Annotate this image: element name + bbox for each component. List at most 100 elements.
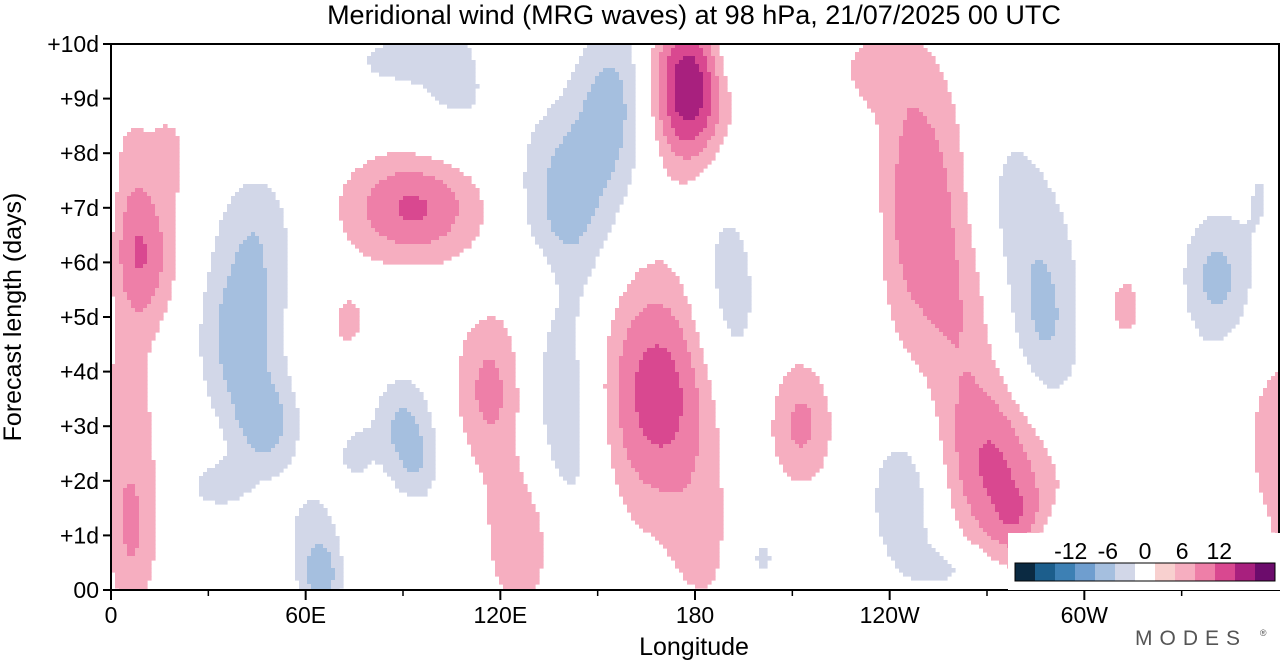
contour-cell <box>459 204 484 209</box>
contour-cell <box>611 464 632 469</box>
contour-cell <box>343 188 372 193</box>
contour-cell <box>119 240 136 245</box>
contour-cell <box>555 232 584 237</box>
contour-cell <box>135 244 148 249</box>
contour-cell <box>891 316 928 321</box>
contour-cell <box>715 252 748 257</box>
contour-cell <box>255 448 272 453</box>
contour-cell <box>635 468 696 473</box>
contour-cell <box>115 580 148 585</box>
contour-cell <box>1035 320 1056 325</box>
contour-cell <box>587 44 632 49</box>
contour-cell <box>895 180 948 185</box>
contour-cell <box>547 168 616 173</box>
contour-cell <box>959 340 988 345</box>
contour-cell <box>663 44 676 49</box>
contour-cell <box>903 276 960 281</box>
contour-cell <box>111 396 148 401</box>
contour-cell <box>203 300 224 305</box>
contour-cell <box>979 468 1012 473</box>
contour-cell <box>1019 436 1040 441</box>
contour-cell <box>1003 228 1068 233</box>
contour-cell <box>703 128 716 133</box>
contour-cell <box>555 272 592 277</box>
contour-cell <box>219 332 268 337</box>
contour-cell <box>219 360 268 365</box>
contour-cell <box>231 264 264 269</box>
contour-cell <box>399 408 408 413</box>
contour-cell <box>1051 280 1076 285</box>
contour-cell <box>471 452 516 457</box>
contour-cell <box>639 524 724 529</box>
contour-cell <box>691 472 720 477</box>
contour-cell <box>339 332 356 337</box>
contour-cell <box>1007 276 1032 281</box>
contour-cell <box>907 348 992 353</box>
contour-cell <box>475 392 504 397</box>
contour-cell <box>1023 512 1036 517</box>
contour-cell <box>663 128 676 133</box>
contour-cell <box>123 524 140 529</box>
contour-cell <box>703 72 712 77</box>
contour-cell <box>607 404 620 409</box>
contour-cell <box>463 344 512 349</box>
contour-cell <box>915 360 996 365</box>
contour-cell <box>791 476 812 481</box>
contour-cell <box>883 536 928 541</box>
contour-cell <box>111 384 148 389</box>
contour-cell <box>703 80 712 85</box>
contour-cell <box>667 68 676 73</box>
contour-cell <box>1115 300 1136 305</box>
contour-cell <box>887 300 916 305</box>
contour-cell <box>687 340 700 345</box>
colorbar-swatch <box>1015 563 1036 581</box>
contour-cell <box>667 100 676 105</box>
contour-cell <box>135 256 148 261</box>
contour-cell <box>115 312 164 317</box>
y-tick-label: +4d <box>60 359 99 385</box>
contour-cell <box>895 228 956 233</box>
contour-cell <box>1023 508 1040 513</box>
contour-cell <box>267 268 288 273</box>
contour-cell <box>123 144 180 149</box>
contour-cell <box>775 448 828 453</box>
contour-cell <box>959 276 980 281</box>
contour-cell <box>127 292 156 297</box>
contour-cell <box>679 180 688 185</box>
contour-cell <box>927 380 960 385</box>
contour-cell <box>707 68 716 73</box>
contour-cell <box>495 360 516 365</box>
contour-cell <box>1023 352 1076 357</box>
contour-cell <box>963 324 988 329</box>
contour-cell <box>711 76 720 81</box>
contour-cell <box>931 320 964 325</box>
contour-cell <box>543 420 580 425</box>
contour-cell <box>791 368 812 373</box>
contour-cell <box>971 540 1000 545</box>
contour-cell <box>931 124 960 129</box>
contour-cell <box>123 508 140 513</box>
contour-cell <box>467 432 516 437</box>
contour-cell <box>495 564 544 569</box>
contour-cell <box>895 196 952 201</box>
contour-cell <box>295 564 308 569</box>
contour-cell <box>879 136 900 141</box>
contour-cell <box>991 496 1024 501</box>
contour-cell <box>951 496 968 501</box>
contour-cell <box>347 464 368 469</box>
contour-cell <box>155 212 176 217</box>
contour-cell <box>251 444 276 449</box>
contour-cell <box>295 532 336 537</box>
contour-cell <box>903 120 928 125</box>
contour-cell <box>855 80 948 85</box>
contour-cell <box>959 476 984 481</box>
contour-cell <box>459 408 480 413</box>
contour-cell <box>487 508 536 513</box>
contour-cell <box>503 400 520 405</box>
contour-cell <box>715 248 744 253</box>
contour-cell <box>487 516 540 521</box>
contour-cell <box>111 364 148 369</box>
contour-cell <box>695 468 720 473</box>
contour-cell <box>943 152 964 157</box>
contour-cell <box>543 396 580 401</box>
